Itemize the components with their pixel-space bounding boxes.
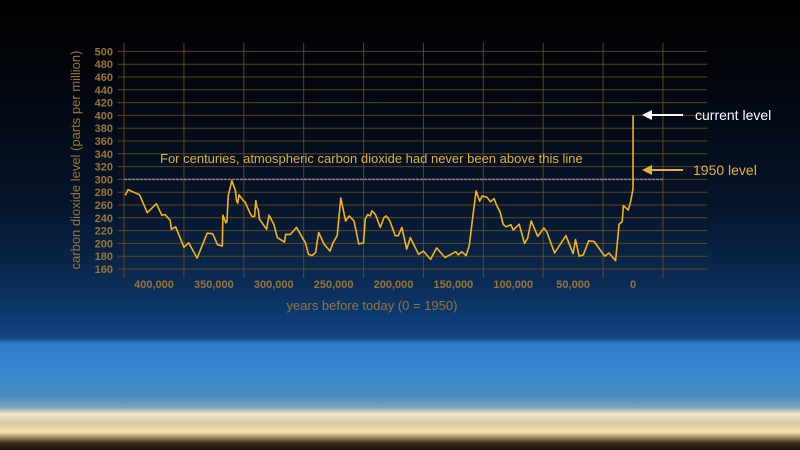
reference-line-label: For centuries, atmospheric carbon dioxid… [160,151,583,166]
y-tick-labels: 1601802002202402602803003203403603804004… [95,46,113,276]
current-level-label: current level [695,107,771,123]
x-tick-label: 400,000 [134,279,174,291]
x-tick-label: 100,000 [493,279,533,291]
y-tick-label: 280 [95,187,113,199]
current-level-annotation: current level [642,107,771,123]
x-tick-label: 350,000 [194,279,234,291]
y-tick-label: 200 [95,238,113,250]
y-tick-label: 460 [95,72,113,84]
x-tick-label: 300,000 [254,279,294,291]
x-tick-label: 200,000 [374,279,414,291]
1950-level-label: 1950 level [693,162,757,178]
1950-level-annotation: 1950 level [642,162,757,178]
co2-series-line [124,115,634,262]
y-tick-label: 260 [95,200,113,212]
y-tick-label: 180 [95,251,113,263]
x-axis-label: years before today (0 = 1950) [287,298,458,313]
y-tick-label: 420 [95,98,113,110]
y-tick-label: 360 [95,136,113,148]
x-tick-label: 50,000 [556,279,590,291]
current-level-arrowhead-icon [642,110,652,120]
y-tick-label: 400 [95,110,113,122]
y-axis-label: carbon dioxide level (parts per million) [68,51,83,270]
y-tick-label: 500 [95,46,113,58]
x-tick-label: 250,000 [314,279,354,291]
1950-level-arrowhead-icon [642,165,652,175]
y-tick-label: 300 [95,174,113,186]
y-tick-label: 340 [95,149,113,161]
x-tick-label: 150,000 [433,279,473,291]
x-tick-labels: 400,000 350,000 300,000 250,000 200,000 150,0… [134,279,636,291]
y-tick-label: 480 [95,59,113,71]
y-tick-label: 160 [95,264,113,276]
y-tick-label: 240 [95,213,113,225]
y-tick-label: 320 [95,162,113,174]
y-tick-label: 380 [95,123,113,135]
y-tick-label: 220 [95,226,113,238]
x-tick-label: 0 [630,279,636,291]
y-tick-label: 440 [95,85,113,97]
